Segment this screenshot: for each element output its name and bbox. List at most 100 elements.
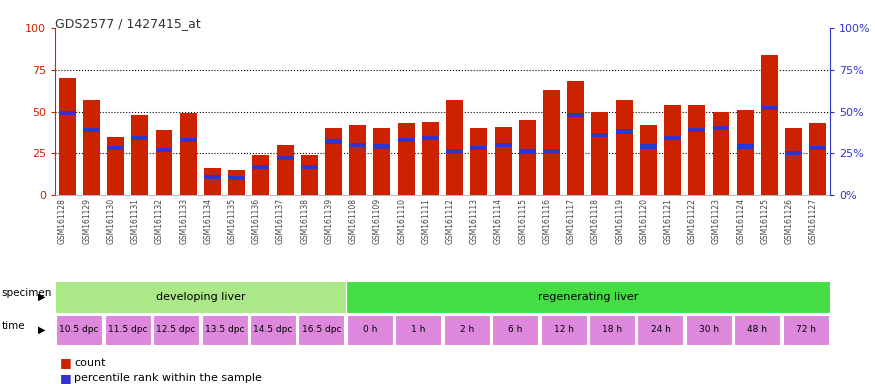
Bar bbox=[204, 175, 220, 179]
Text: 24 h: 24 h bbox=[650, 326, 670, 334]
Bar bbox=[156, 148, 172, 152]
Text: 48 h: 48 h bbox=[747, 326, 767, 334]
Bar bbox=[179, 113, 197, 195]
Bar bbox=[56, 315, 102, 345]
Bar bbox=[809, 123, 826, 195]
Bar bbox=[737, 110, 753, 195]
Bar bbox=[131, 136, 148, 140]
Bar bbox=[250, 315, 296, 345]
Text: 11.5 dpc: 11.5 dpc bbox=[108, 326, 147, 334]
Text: 72 h: 72 h bbox=[795, 326, 816, 334]
Bar bbox=[346, 281, 830, 313]
Bar bbox=[783, 315, 829, 345]
Bar bbox=[592, 111, 608, 195]
Bar bbox=[664, 136, 681, 140]
Bar bbox=[228, 170, 245, 195]
Bar bbox=[761, 106, 778, 110]
Bar bbox=[567, 81, 584, 195]
Text: percentile rank within the sample: percentile rank within the sample bbox=[74, 373, 262, 383]
Text: 13.5 dpc: 13.5 dpc bbox=[205, 326, 244, 334]
Bar bbox=[374, 144, 390, 149]
Text: 2 h: 2 h bbox=[459, 326, 474, 334]
Bar bbox=[712, 111, 730, 195]
Text: specimen: specimen bbox=[2, 288, 52, 298]
Bar bbox=[59, 78, 75, 195]
Text: 6 h: 6 h bbox=[508, 326, 522, 334]
Bar bbox=[541, 315, 586, 345]
Bar bbox=[301, 155, 318, 195]
Bar bbox=[349, 125, 367, 195]
Bar bbox=[204, 168, 220, 195]
Bar bbox=[252, 155, 270, 195]
Bar bbox=[446, 100, 463, 195]
Bar bbox=[59, 111, 75, 115]
Bar bbox=[471, 146, 487, 150]
Bar bbox=[616, 129, 633, 134]
Bar bbox=[471, 128, 487, 195]
Bar bbox=[640, 125, 657, 195]
Bar bbox=[616, 100, 633, 195]
Bar bbox=[298, 315, 345, 345]
Bar bbox=[589, 315, 635, 345]
Bar bbox=[201, 315, 248, 345]
Bar bbox=[785, 128, 802, 195]
Bar bbox=[276, 145, 293, 195]
Bar bbox=[276, 156, 293, 161]
Bar bbox=[519, 149, 536, 154]
Bar bbox=[444, 315, 490, 345]
Bar bbox=[396, 315, 441, 345]
Text: ■: ■ bbox=[60, 372, 71, 384]
Bar bbox=[543, 149, 560, 154]
Bar bbox=[809, 146, 826, 150]
Text: 14.5 dpc: 14.5 dpc bbox=[253, 326, 292, 334]
Text: 30 h: 30 h bbox=[699, 326, 719, 334]
Text: developing liver: developing liver bbox=[156, 292, 245, 302]
Bar bbox=[179, 138, 197, 142]
Bar bbox=[519, 120, 536, 195]
Text: count: count bbox=[74, 358, 106, 368]
Bar bbox=[761, 55, 778, 195]
Text: time: time bbox=[2, 321, 25, 331]
Text: 16.5 dpc: 16.5 dpc bbox=[302, 326, 341, 334]
Bar bbox=[492, 315, 538, 345]
Bar bbox=[228, 176, 245, 180]
Bar bbox=[131, 115, 148, 195]
Bar bbox=[105, 315, 150, 345]
Bar bbox=[349, 143, 367, 147]
Text: ■: ■ bbox=[60, 356, 71, 369]
Bar bbox=[446, 149, 463, 154]
Bar bbox=[55, 281, 346, 313]
Bar bbox=[83, 100, 100, 195]
Bar bbox=[664, 105, 681, 195]
Bar bbox=[325, 139, 342, 144]
Bar bbox=[153, 315, 200, 345]
Bar bbox=[734, 315, 780, 345]
Text: 1 h: 1 h bbox=[411, 326, 425, 334]
Bar bbox=[712, 126, 730, 130]
Text: 12 h: 12 h bbox=[554, 326, 574, 334]
Text: 18 h: 18 h bbox=[602, 326, 622, 334]
Text: ▶: ▶ bbox=[38, 325, 46, 335]
Bar bbox=[592, 133, 608, 137]
Bar bbox=[689, 128, 705, 132]
Bar bbox=[567, 113, 584, 117]
Bar bbox=[543, 90, 560, 195]
Bar bbox=[346, 315, 393, 345]
Bar bbox=[494, 127, 512, 195]
Bar bbox=[107, 146, 124, 150]
Bar bbox=[398, 123, 415, 195]
Bar bbox=[422, 136, 439, 140]
Bar bbox=[638, 315, 683, 345]
Bar bbox=[107, 137, 124, 195]
Text: 10.5 dpc: 10.5 dpc bbox=[60, 326, 99, 334]
Text: GDS2577 / 1427415_at: GDS2577 / 1427415_at bbox=[55, 17, 200, 30]
Bar bbox=[398, 138, 415, 142]
Bar bbox=[737, 144, 753, 149]
Bar bbox=[374, 128, 390, 195]
Bar bbox=[785, 151, 802, 156]
Bar bbox=[422, 121, 439, 195]
Bar bbox=[689, 105, 705, 195]
Bar bbox=[83, 128, 100, 132]
Text: ▶: ▶ bbox=[38, 292, 46, 302]
Bar bbox=[494, 143, 512, 147]
